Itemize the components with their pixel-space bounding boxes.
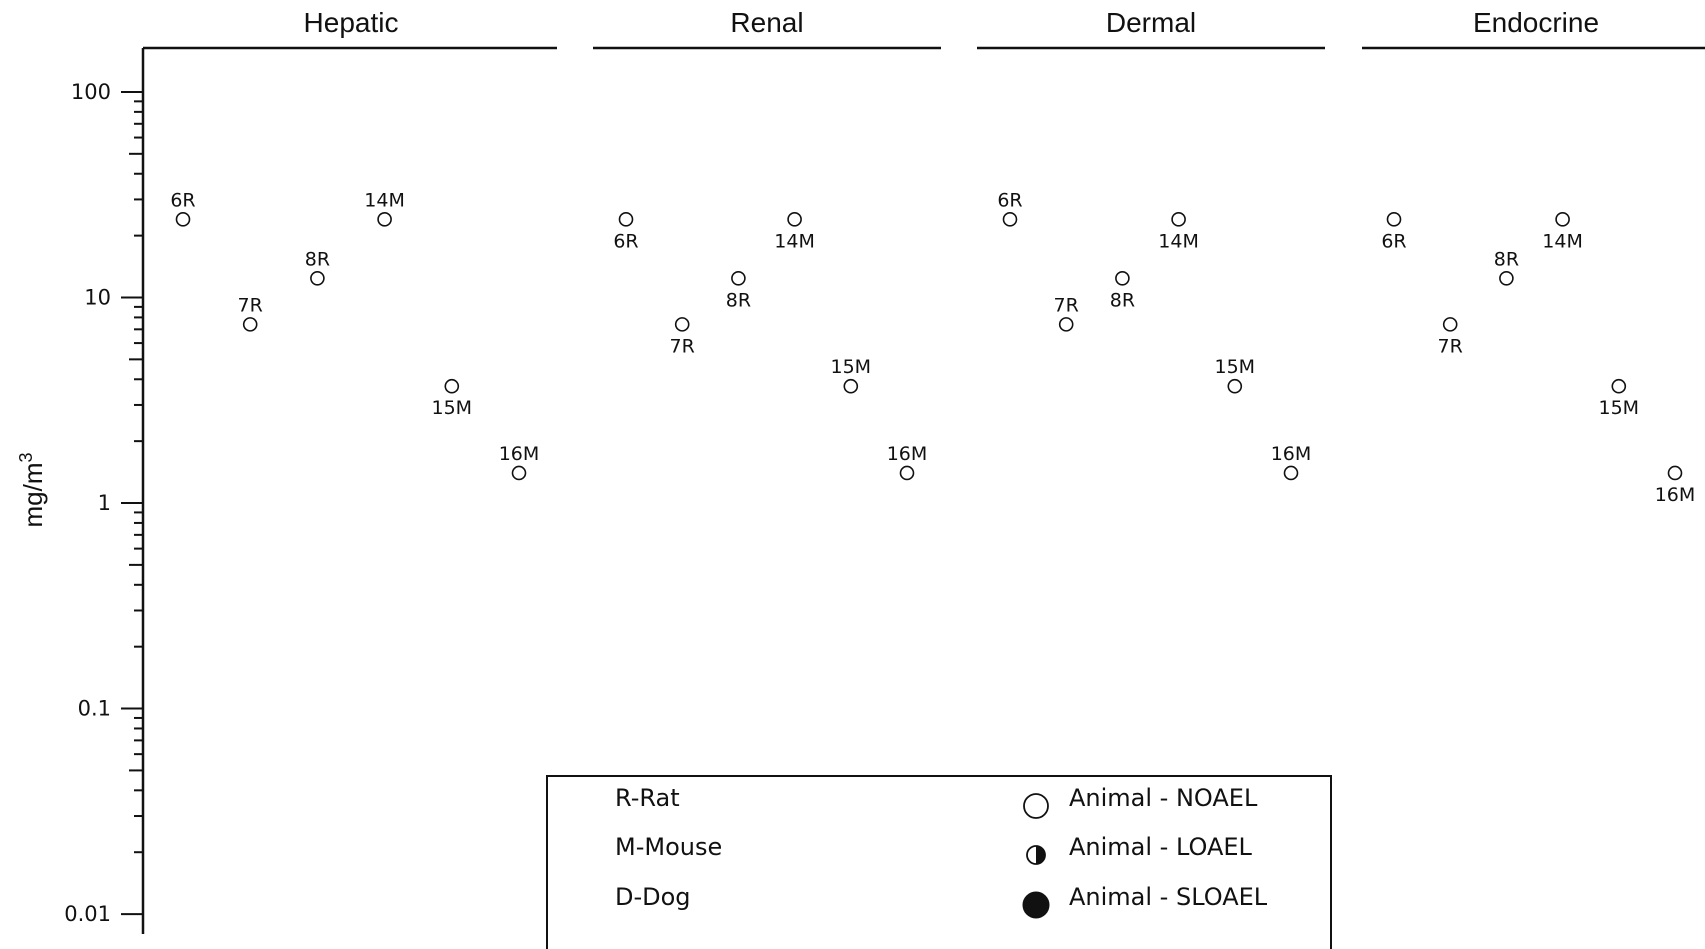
- data-point: [1058, 317, 1074, 332]
- data-point: [242, 317, 258, 332]
- data-label: 8R: [726, 289, 751, 311]
- y-tick-label: 1: [98, 491, 111, 515]
- data-point: [1283, 465, 1299, 481]
- panel-endocrine: Endocrine 6R 7R 8R 14M 15M 16M: [1362, 7, 1705, 506]
- data-point: [1115, 270, 1130, 286]
- panel-hepatic: Hepatic 6R 7R 8R 14M 15M 16M: [143, 7, 557, 481]
- legend-species-label: R-Rat: [615, 784, 680, 812]
- legend-effect-label: Animal - SLOAEL: [1069, 883, 1268, 911]
- panel-title: Renal: [730, 7, 803, 38]
- panel-renal: Renal 6R 7R 8R 14M 15M 16M: [593, 7, 941, 481]
- data-label: 7R: [1054, 294, 1079, 316]
- data-label: 16M: [1271, 443, 1312, 465]
- data-label: 8R: [305, 248, 330, 270]
- data-point: [511, 465, 527, 481]
- data-label: 7R: [1438, 335, 1463, 357]
- data-label: 15M: [1599, 397, 1640, 419]
- data-point: [843, 378, 859, 394]
- y-axis-title-unit: mg/m: [18, 463, 48, 528]
- data-point: [1002, 212, 1018, 227]
- legend-box: [546, 775, 1332, 949]
- data-label: 15M: [1215, 356, 1256, 378]
- legend-sloael-symbol: [1022, 891, 1050, 919]
- data-label: 7R: [670, 335, 695, 357]
- y-axis-title-superscript: 3: [16, 452, 36, 462]
- data-label: 15M: [831, 356, 872, 378]
- data-point: [1499, 270, 1514, 286]
- data-label: 6R: [997, 189, 1022, 211]
- data-label: 6R: [613, 230, 638, 252]
- data-point: [618, 212, 634, 227]
- y-tick-label: 100: [71, 80, 111, 104]
- data-label: 8R: [1494, 248, 1519, 270]
- panel-title: Dermal: [1106, 7, 1196, 38]
- data-point: [310, 270, 325, 286]
- legend-noael-symbol: [1023, 793, 1049, 819]
- legend-loael-fill: [1036, 846, 1045, 864]
- data-point: [899, 465, 915, 481]
- data-label: 14M: [1542, 230, 1583, 252]
- y-axis-title: mg/m3: [16, 452, 48, 527]
- legend-effect-label: Animal - LOAEL: [1069, 833, 1253, 861]
- data-point: [444, 378, 460, 394]
- data-label: 14M: [774, 230, 815, 252]
- data-label: 6R: [170, 189, 195, 211]
- legend-species-label: D-Dog: [615, 883, 691, 911]
- data-label: 15M: [432, 397, 473, 419]
- data-point: [1171, 212, 1186, 227]
- y-tick-label: 0.1: [78, 697, 111, 721]
- data-point: [731, 270, 746, 286]
- data-point: [1386, 212, 1402, 227]
- data-label: 16M: [499, 443, 540, 465]
- y-tick-label: 0.01: [64, 902, 111, 926]
- data-point: [674, 317, 690, 332]
- data-point: [175, 212, 191, 227]
- y-axis: 100 10 1 0.1 0.01 mg/m3: [16, 48, 145, 934]
- data-point: [1611, 378, 1627, 394]
- data-label: 14M: [364, 189, 405, 211]
- data-label: 14M: [1158, 230, 1199, 252]
- data-label: 7R: [238, 294, 263, 316]
- panel-title: Endocrine: [1473, 7, 1599, 38]
- data-label: 6R: [1381, 230, 1406, 252]
- data-point: [787, 212, 802, 227]
- panel-dermal: Dermal 6R 7R 8R 14M 15M 16M: [977, 7, 1325, 481]
- legend: R-Rat M-Mouse D-Dog Animal - NOAEL Animal - …: [546, 775, 1332, 949]
- data-point: [1442, 317, 1458, 332]
- legend-effect-label: Animal - NOAEL: [1069, 784, 1258, 812]
- data-label: 16M: [1655, 484, 1696, 506]
- panel-title: Hepatic: [304, 7, 399, 38]
- data-point: [377, 212, 392, 227]
- legend-species-label: M-Mouse: [615, 833, 722, 861]
- data-point: [1555, 212, 1570, 227]
- data-point: [1667, 465, 1683, 481]
- data-label: 8R: [1110, 289, 1135, 311]
- y-tick-label: 10: [84, 285, 111, 309]
- chart-panels: Hepatic 6R 7R 8R 14M 15M 16M Renal 6R 7R 8R 14M 15M 1…: [143, 7, 1705, 506]
- data-label: 16M: [887, 443, 928, 465]
- data-point: [1227, 378, 1243, 394]
